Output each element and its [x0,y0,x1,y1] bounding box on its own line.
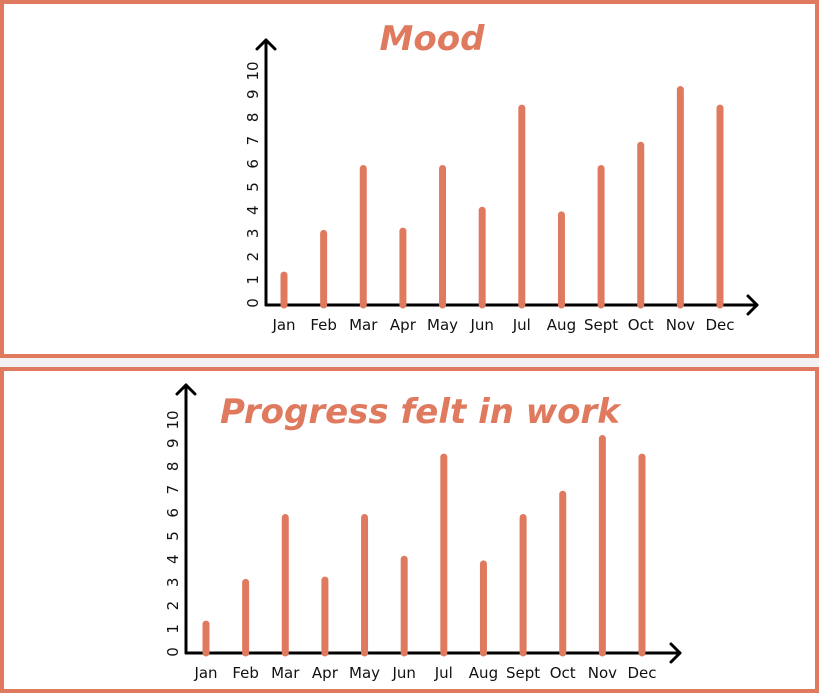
mood-y-tick-label: 9 [244,89,262,99]
mood-month-label: Mar [349,316,378,334]
mood-y-axis-arrow [255,38,277,51]
progress-month-label: Oct [550,664,576,682]
mood-y-tick-label: 2 [244,252,262,262]
progress-month-label: Feb [232,664,259,682]
mood-y-tick-label: 4 [244,205,262,215]
progress-y-tick-label: 6 [164,508,182,518]
progress-month-label: Jul [434,664,453,682]
progress-month-label: Dec [627,664,656,682]
progress-y-tick-label: 3 [164,578,182,588]
mood-y-tick-label: 1 [244,275,262,285]
progress-y-tick-label: 8 [164,462,182,472]
mood-month-label: Jul [512,316,531,334]
mood-month-label: Sept [584,316,618,334]
progress-month-label: Jan [193,664,217,682]
mood-y-tick-label: 10 [244,61,262,80]
mood-chart: Mood 0 1 2 3 4 5 6 7 8 9 10 Jan Feb Mar Apr May Jun Jul Aug… [244,19,759,334]
progress-y-tick-label: 5 [164,531,182,541]
progress-month-label: Nov [588,664,617,682]
progress-chart: Progress felt in work 0 1 2 3 4 5 6 7 8 9 10 Jan Feb M… [164,383,682,682]
progress-y-tick-label: 1 [164,624,182,634]
progress-y-tick-label: 4 [164,554,182,564]
mood-chart-title: Mood [380,19,486,59]
mood-y-tick-label: 5 [244,182,262,192]
mood-month-label: Jun [469,316,493,334]
mood-y-tick-label: 0 [244,298,262,308]
mood-month-label: Nov [666,316,695,334]
progress-y-tick-label: 9 [164,438,182,448]
panel-divider [0,358,819,367]
progress-y-axis-arrow [175,383,197,396]
mood-month-label: Apr [390,316,417,334]
progress-month-label: Jun [391,664,415,682]
progress-chart-panel [0,367,819,693]
progress-month-label: Aug [469,664,498,682]
progress-y-tick-label: 7 [164,485,182,495]
progress-y-tick-label: 10 [164,410,182,429]
mood-y-tick-label: 6 [244,159,262,169]
progress-y-tick-label: 2 [164,601,182,611]
mood-month-label: May [427,316,458,334]
progress-month-label: Mar [271,664,300,682]
mood-y-tick-label: 8 [244,113,262,123]
progress-month-label: Sept [506,664,540,682]
mood-month-label: Oct [628,316,654,334]
mood-y-tick-label: 7 [244,136,262,146]
mood-month-label: Jan [271,316,295,334]
mood-y-tick-label: 3 [244,229,262,239]
progress-month-label: May [349,664,380,682]
progress-month-label: Apr [312,664,339,682]
mood-x-axis-arrow [746,294,759,316]
progress-chart-title: Progress felt in work [220,392,622,432]
mood-month-label: Aug [547,316,576,334]
progress-y-tick-label: 0 [164,647,182,657]
progress-x-axis-arrow [669,642,682,664]
mood-month-label: Dec [705,316,734,334]
mood-month-label: Feb [310,316,337,334]
